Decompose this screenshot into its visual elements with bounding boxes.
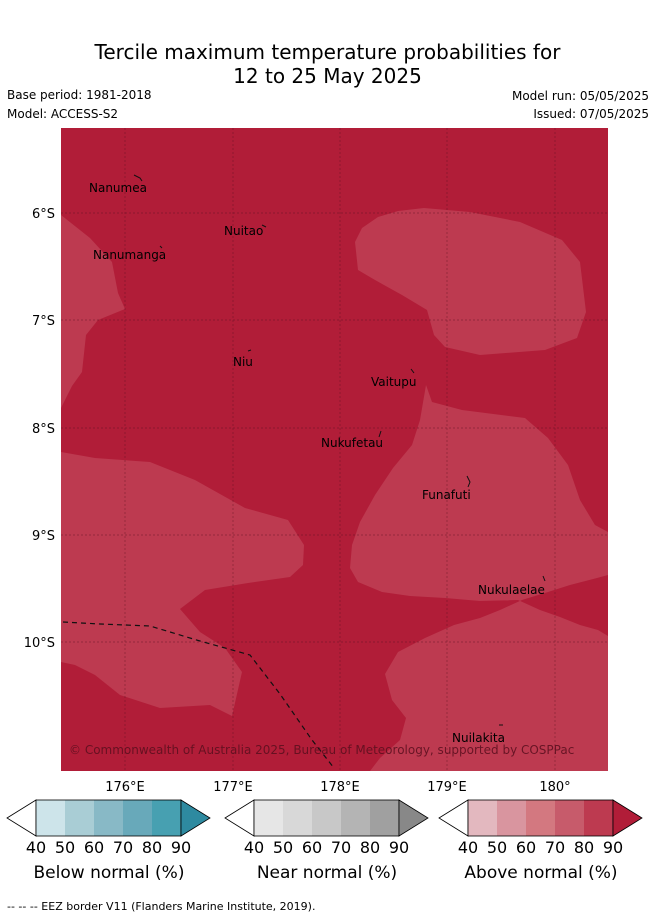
colorbar-1-over-extension	[398, 799, 429, 837]
above-normal-70-regions	[61, 208, 608, 771]
colorbar-1-tick-40: 40	[243, 838, 265, 857]
colorbar-0-tick-50: 50	[54, 838, 76, 857]
colorbar-1-segment-3	[312, 800, 341, 836]
colorbar-0-over-extension	[180, 799, 211, 837]
colorbar-0-under-extension	[6, 799, 37, 837]
colorbar-2-segment-5	[584, 800, 613, 836]
eez-border-line	[62, 621, 335, 769]
place-label-nukulaelae: Nukulaelae	[478, 583, 545, 597]
colorbar-1-tick-70: 70	[330, 838, 352, 857]
colorbar-2	[438, 799, 643, 837]
colorbar-1-segment-4	[341, 800, 370, 836]
colorbar-2-tick-90: 90	[602, 838, 624, 857]
lon-label-180: 180°	[539, 780, 570, 795]
island-nuitao	[261, 224, 267, 228]
colorbar-1-tick-80: 80	[359, 838, 381, 857]
colorbar-1-segment-1	[254, 800, 283, 836]
colorbar-2-title: Above normal (%)	[464, 863, 618, 883]
lat-label-9s: 9°S	[32, 529, 55, 544]
colorbar-0-tick-90: 90	[170, 838, 192, 857]
colorbar-1-tick-60: 60	[301, 838, 323, 857]
colorbar-2-tick-50: 50	[486, 838, 508, 857]
colorbar-0-tick-70: 70	[112, 838, 134, 857]
colorbar-2-tick-80: 80	[573, 838, 595, 857]
colorbar-1-title: Near normal (%)	[256, 863, 398, 883]
graticule	[61, 128, 608, 771]
colorbar-0-segment-5	[152, 800, 181, 836]
colorbar-0	[6, 799, 211, 837]
island-nukulaelae	[542, 575, 546, 582]
colorbar-2-tick-40: 40	[457, 838, 479, 857]
lat-label-10s: 10°S	[24, 636, 55, 651]
colorbar-1-segment-2	[283, 800, 312, 836]
island-vaitupu	[410, 368, 415, 374]
region-west-lobe	[61, 215, 125, 408]
island-coastlines	[133, 174, 546, 726]
colorbar-2-tick-70: 70	[544, 838, 566, 857]
lat-label-8s: 8°S	[32, 422, 55, 437]
place-label-funafuti: Funafuti	[422, 488, 471, 502]
colorbar-2-segment-2	[497, 800, 526, 836]
island-funafuti	[466, 475, 471, 488]
colorbar-1-under-extension	[224, 799, 255, 837]
lon-label-176e: 176°E	[105, 780, 145, 795]
title-line-1: Tercile maximum temperature probabilitie…	[94, 40, 561, 64]
island-nukufetau	[378, 430, 382, 438]
colorbar-1-segment-5	[370, 800, 399, 836]
region-northeast-blob	[355, 208, 586, 355]
colorbar-2-tick-60: 60	[515, 838, 537, 857]
colorbar-1-tick-50: 50	[272, 838, 294, 857]
place-label-nanumanga: Nanumanga	[93, 248, 166, 262]
lat-label-7s: 7°S	[32, 314, 55, 329]
lon-label-179e: 179°E	[427, 780, 467, 795]
colorbar-2-segment-1	[468, 800, 497, 836]
place-label-vaitupu: Vaitupu	[371, 375, 417, 389]
colorbar-2-over-extension	[612, 799, 643, 837]
lat-label-6s: 6°S	[32, 207, 55, 222]
island-niu	[247, 349, 252, 352]
issued-date: Issued: 07/05/2025	[533, 107, 649, 121]
island-nanumea	[133, 174, 143, 182]
region-east-large	[350, 385, 608, 771]
region-central-east	[61, 452, 304, 716]
colorbar-0-segment-4	[123, 800, 152, 836]
colorbar-0-segment-1	[36, 800, 65, 836]
colorbar-2-segment-3	[526, 800, 555, 836]
place-label-nukufetau: Nukufetau	[321, 436, 383, 450]
lon-label-178e: 178°E	[320, 780, 360, 795]
eez-footer-note: -- -- -- EEZ border V11 (Flanders Marine…	[7, 900, 316, 913]
title-line-2: 12 to 25 May 2025	[233, 64, 422, 88]
colorbar-2-segment-4	[555, 800, 584, 836]
model-run: Model run: 05/05/2025	[511, 89, 649, 103]
colorbar-2-under-extension	[438, 799, 469, 837]
place-label-nanumea: Nanumea	[89, 181, 147, 195]
colorbar-0-title: Below normal (%)	[33, 863, 185, 883]
colorbar-1	[224, 799, 429, 837]
model-name: Model: ACCESS-S2	[7, 107, 119, 121]
map-title: Tercile maximum temperature probabilitie…	[0, 40, 655, 88]
colorbar-0-tick-60: 60	[83, 838, 105, 857]
colorbar-1-tick-90: 90	[388, 838, 410, 857]
colorbar-0-tick-80: 80	[141, 838, 163, 857]
colorbar-0-segment-2	[65, 800, 94, 836]
colorbar-legends	[6, 799, 643, 837]
copyright-text: © Commonwealth of Australia 2025, Bureau…	[69, 743, 574, 757]
island-nanumanga	[159, 245, 163, 249]
place-label-niu: Niu	[233, 355, 253, 369]
region-southeast-corner	[556, 711, 608, 771]
place-label-nuitao: Nuitao	[224, 224, 263, 238]
place-label-nuilakita: Nuilakita	[452, 731, 505, 745]
base-period: Base period: 1981-2018	[7, 88, 152, 102]
colorbar-0-tick-40: 40	[25, 838, 47, 857]
lon-label-177e: 177°E	[213, 780, 253, 795]
colorbar-0-segment-3	[94, 800, 123, 836]
